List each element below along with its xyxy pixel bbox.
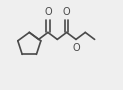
Text: O: O	[72, 43, 80, 53]
Text: O: O	[44, 7, 52, 17]
Text: O: O	[63, 7, 70, 17]
